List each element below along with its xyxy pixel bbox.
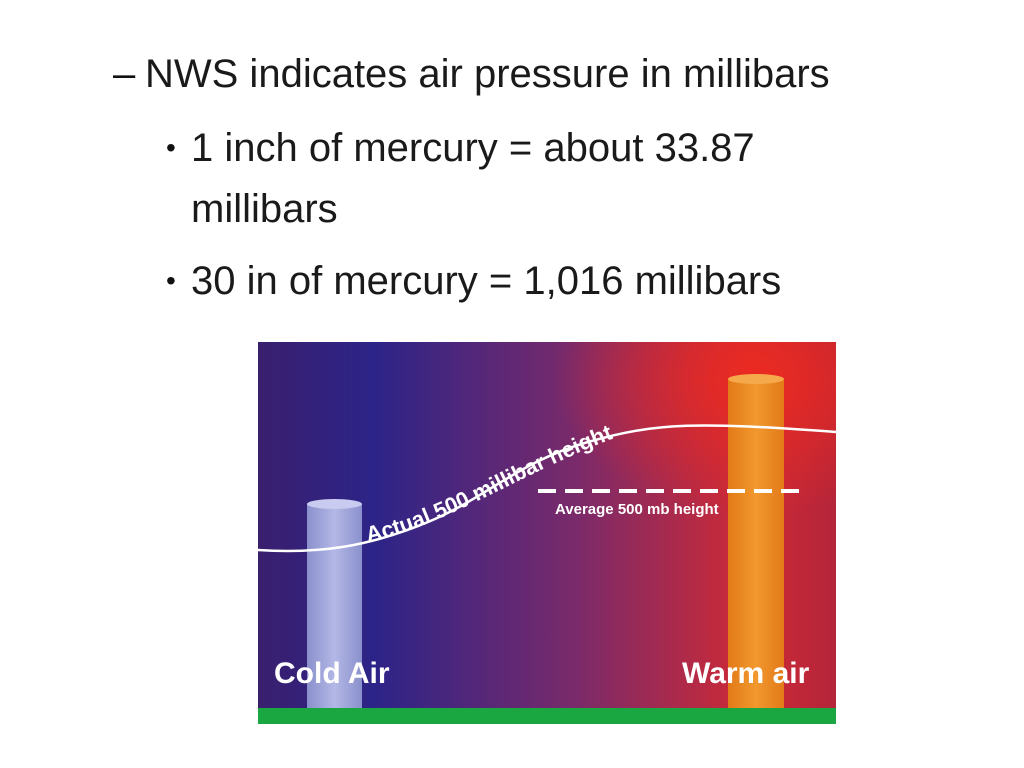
slide-heading: NWS indicates air pressure in millibars [145,52,830,96]
bullet-marker: • [166,132,176,163]
pressure-height-figure: Actual 500 millibar height Average 500 m… [258,342,836,724]
bullet-marker: • [166,265,176,296]
dash-marker: – [113,52,136,96]
ground-strip [258,708,836,724]
actual-height-line [258,424,836,553]
pressure-diagram: Actual 500 millibar height Average 500 m… [258,342,836,724]
bullet-1-line-1: 1 inch of mercury = about 33.87 [191,126,755,170]
average-height-label: Average 500 mb height [555,501,719,518]
cold-air-label: Cold Air [274,657,390,690]
bullet-2-line-1: 30 in of mercury = 1,016 millibars [191,259,782,303]
bullet-1-line-2: millibars [191,187,338,231]
warm-air-label: Warm air [682,657,810,690]
